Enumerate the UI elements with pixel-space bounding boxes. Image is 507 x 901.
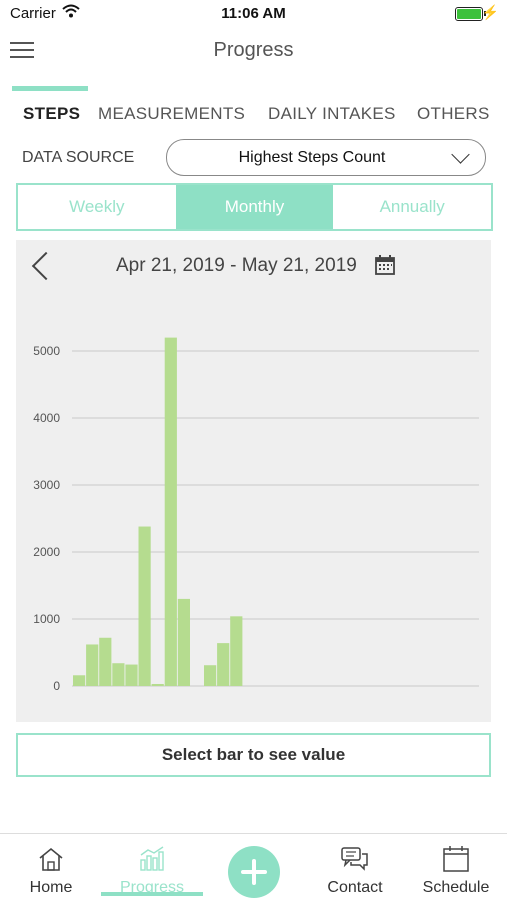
page-title: Progress [213,39,294,61]
period-weekly[interactable]: Weekly [69,197,125,216]
carrier-label: Carrier [10,5,56,22]
selected-value-box: Select bar to see value [16,733,491,777]
bar[interactable] [125,664,138,686]
nav-contact-label: Contact [327,879,383,896]
y-tick-label: 4000 [33,411,60,425]
status-time: 11:06 AM [221,5,286,22]
charging-icon: ⚡ [481,4,499,20]
date-range: Apr 21, 2019 - May 21, 2019 [116,255,357,276]
bar[interactable] [86,644,99,686]
bar[interactable] [151,683,164,686]
nav-home[interactable]: Home [20,846,82,897]
data-source-label: DATA SOURCE [22,149,135,166]
chat-icon [341,847,368,871]
nav-contact[interactable]: Contact [318,846,392,897]
tab-measurements[interactable]: MEASUREMENTS [98,104,246,123]
period-annually[interactable]: Annually [379,197,445,216]
steps-chart: Apr 21, 2019 - May 21, 2019 0 1000 2000 300… [16,240,491,722]
nav-active-indicator [101,892,203,896]
bar[interactable] [230,616,243,686]
schedule-icon [443,846,469,872]
nav-schedule-label: Schedule [422,879,490,896]
bar[interactable] [204,665,217,686]
data-source-select[interactable]: Highest Steps Count [166,139,486,176]
progress-chart-icon [140,846,164,871]
period-monthly[interactable]: Monthly [175,185,334,229]
bar[interactable] [99,637,112,686]
bar[interactable] [73,675,86,686]
y-tick-label: 3000 [33,478,60,492]
menu-icon[interactable] [10,40,36,60]
bar[interactable] [177,598,190,686]
home-icon [39,847,63,871]
y-tick-label: 0 [53,679,60,693]
wifi-icon [62,4,80,18]
data-source-value: Highest Steps Count [238,149,386,166]
calendar-icon[interactable] [374,254,396,276]
category-tabs: STEPS MEASUREMENTS DAILY INTAKES OTHERS [0,104,507,128]
bar[interactable] [112,663,125,686]
battery-icon [455,7,486,21]
nav-schedule[interactable]: Schedule [418,846,494,897]
y-tick-label: 1000 [33,612,60,626]
tab-indicator [12,86,88,91]
tab-daily-intakes[interactable]: DAILY INTAKES [268,104,396,123]
nav-home-label: Home [29,879,73,896]
y-tick-label: 2000 [33,545,60,559]
bar[interactable] [164,337,177,686]
add-button[interactable] [228,846,280,898]
bar[interactable] [217,643,230,686]
period-segmented-control: Weekly Monthly Annually [16,183,493,231]
tab-steps[interactable]: STEPS [23,104,81,123]
tab-others[interactable]: OTHERS [417,104,490,123]
nav-progress[interactable]: Progress [112,846,192,897]
y-tick-label: 5000 [33,344,60,358]
nav-progress-label: Progress [119,879,185,896]
bar[interactable] [138,526,151,686]
status-bar: Carrier 11:06 AM ⚡ [0,0,507,28]
bar-plot: 0 1000 2000 3000 4000 5000 [33,337,479,693]
bottom-nav: Home Progress Contact Schedu [0,833,507,901]
